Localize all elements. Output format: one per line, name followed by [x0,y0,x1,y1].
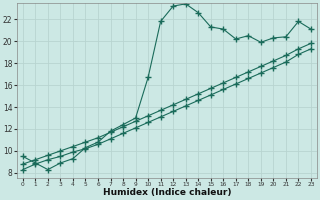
X-axis label: Humidex (Indice chaleur): Humidex (Indice chaleur) [103,188,231,197]
